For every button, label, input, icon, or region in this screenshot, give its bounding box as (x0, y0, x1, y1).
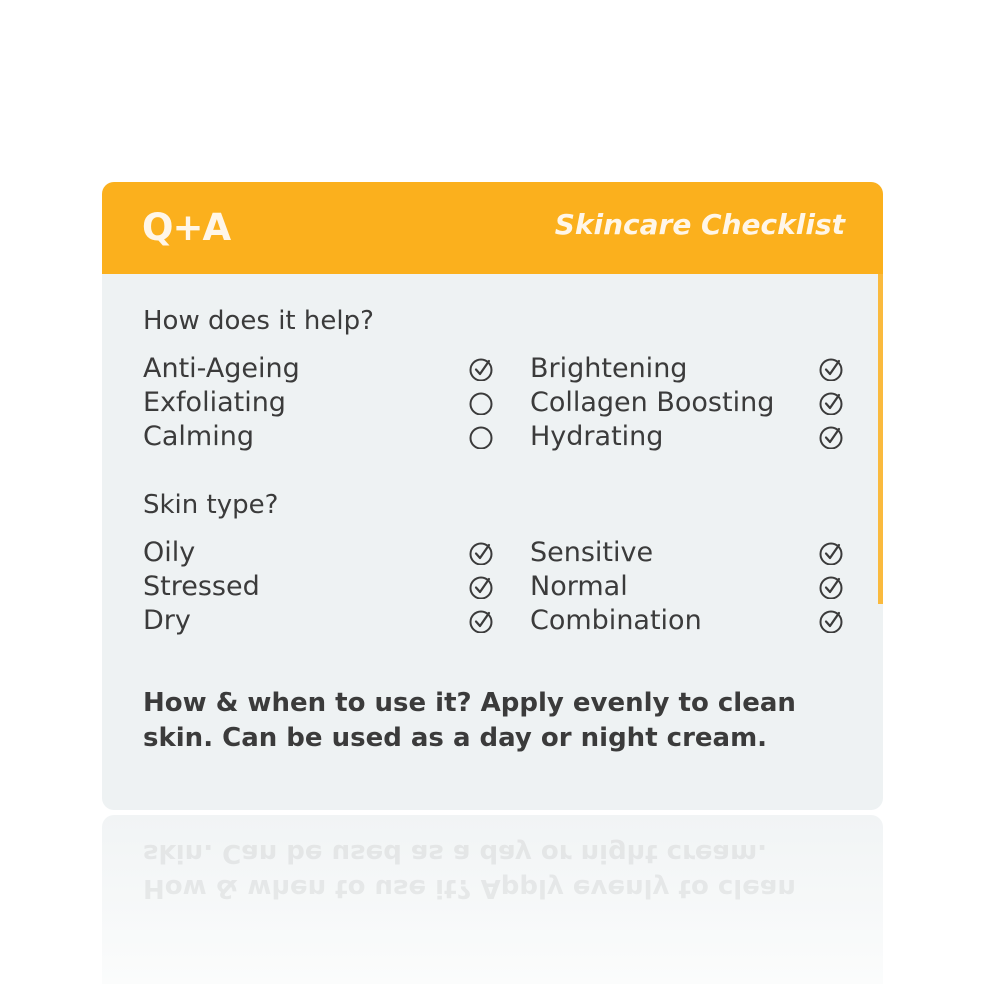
checklist-item-label: Stressed (143, 571, 260, 602)
checked-circle-icon (819, 609, 843, 634)
empty-circle-icon (469, 391, 493, 416)
checklist-item-label: Oily (143, 537, 196, 568)
checklist-item-label: Calming (143, 421, 254, 452)
empty-circle-icon (469, 425, 493, 450)
checked-circle-icon (819, 425, 843, 450)
checked-circle-icon (819, 575, 843, 600)
brand-logo: Q+A (142, 206, 231, 249)
usage-text: How & when to use it? Apply evenly to cl… (143, 688, 796, 753)
checklist-item-label: Anti-Ageing (143, 353, 300, 384)
checklist-item-label: Sensitive (530, 537, 654, 568)
checked-circle-icon (819, 541, 843, 566)
checklist-item-label: Combination (530, 605, 702, 636)
checked-circle-icon (469, 357, 493, 382)
checked-circle-icon (819, 391, 843, 416)
checked-circle-icon (469, 541, 493, 566)
usage-text-reflection: How & when to use it? Apply evenly to cl… (143, 838, 796, 903)
checklist-item-label: Normal (530, 571, 628, 602)
checklist-item-label: Exfoliating (143, 387, 286, 418)
checklist-item-label: Dry (143, 605, 191, 636)
checklist-item-label: Brightening (530, 353, 688, 384)
checklist-item-label: Hydrating (530, 421, 664, 452)
section-heading: How does it help? (143, 306, 374, 336)
card-header: Q+A Skincare Checklist (102, 182, 883, 274)
section-heading: Skin type? (143, 490, 279, 520)
checked-circle-icon (819, 357, 843, 382)
card-reflection: How & when to use it? Apply evenly to cl… (102, 815, 883, 984)
accent-edge (878, 274, 883, 604)
card-title: Skincare Checklist (554, 208, 845, 241)
checklist-item-label: Collagen Boosting (530, 387, 775, 418)
checked-circle-icon (469, 575, 493, 600)
checked-circle-icon (469, 609, 493, 634)
checklist-card: Q+A Skincare Checklist How does it help?… (102, 182, 883, 810)
